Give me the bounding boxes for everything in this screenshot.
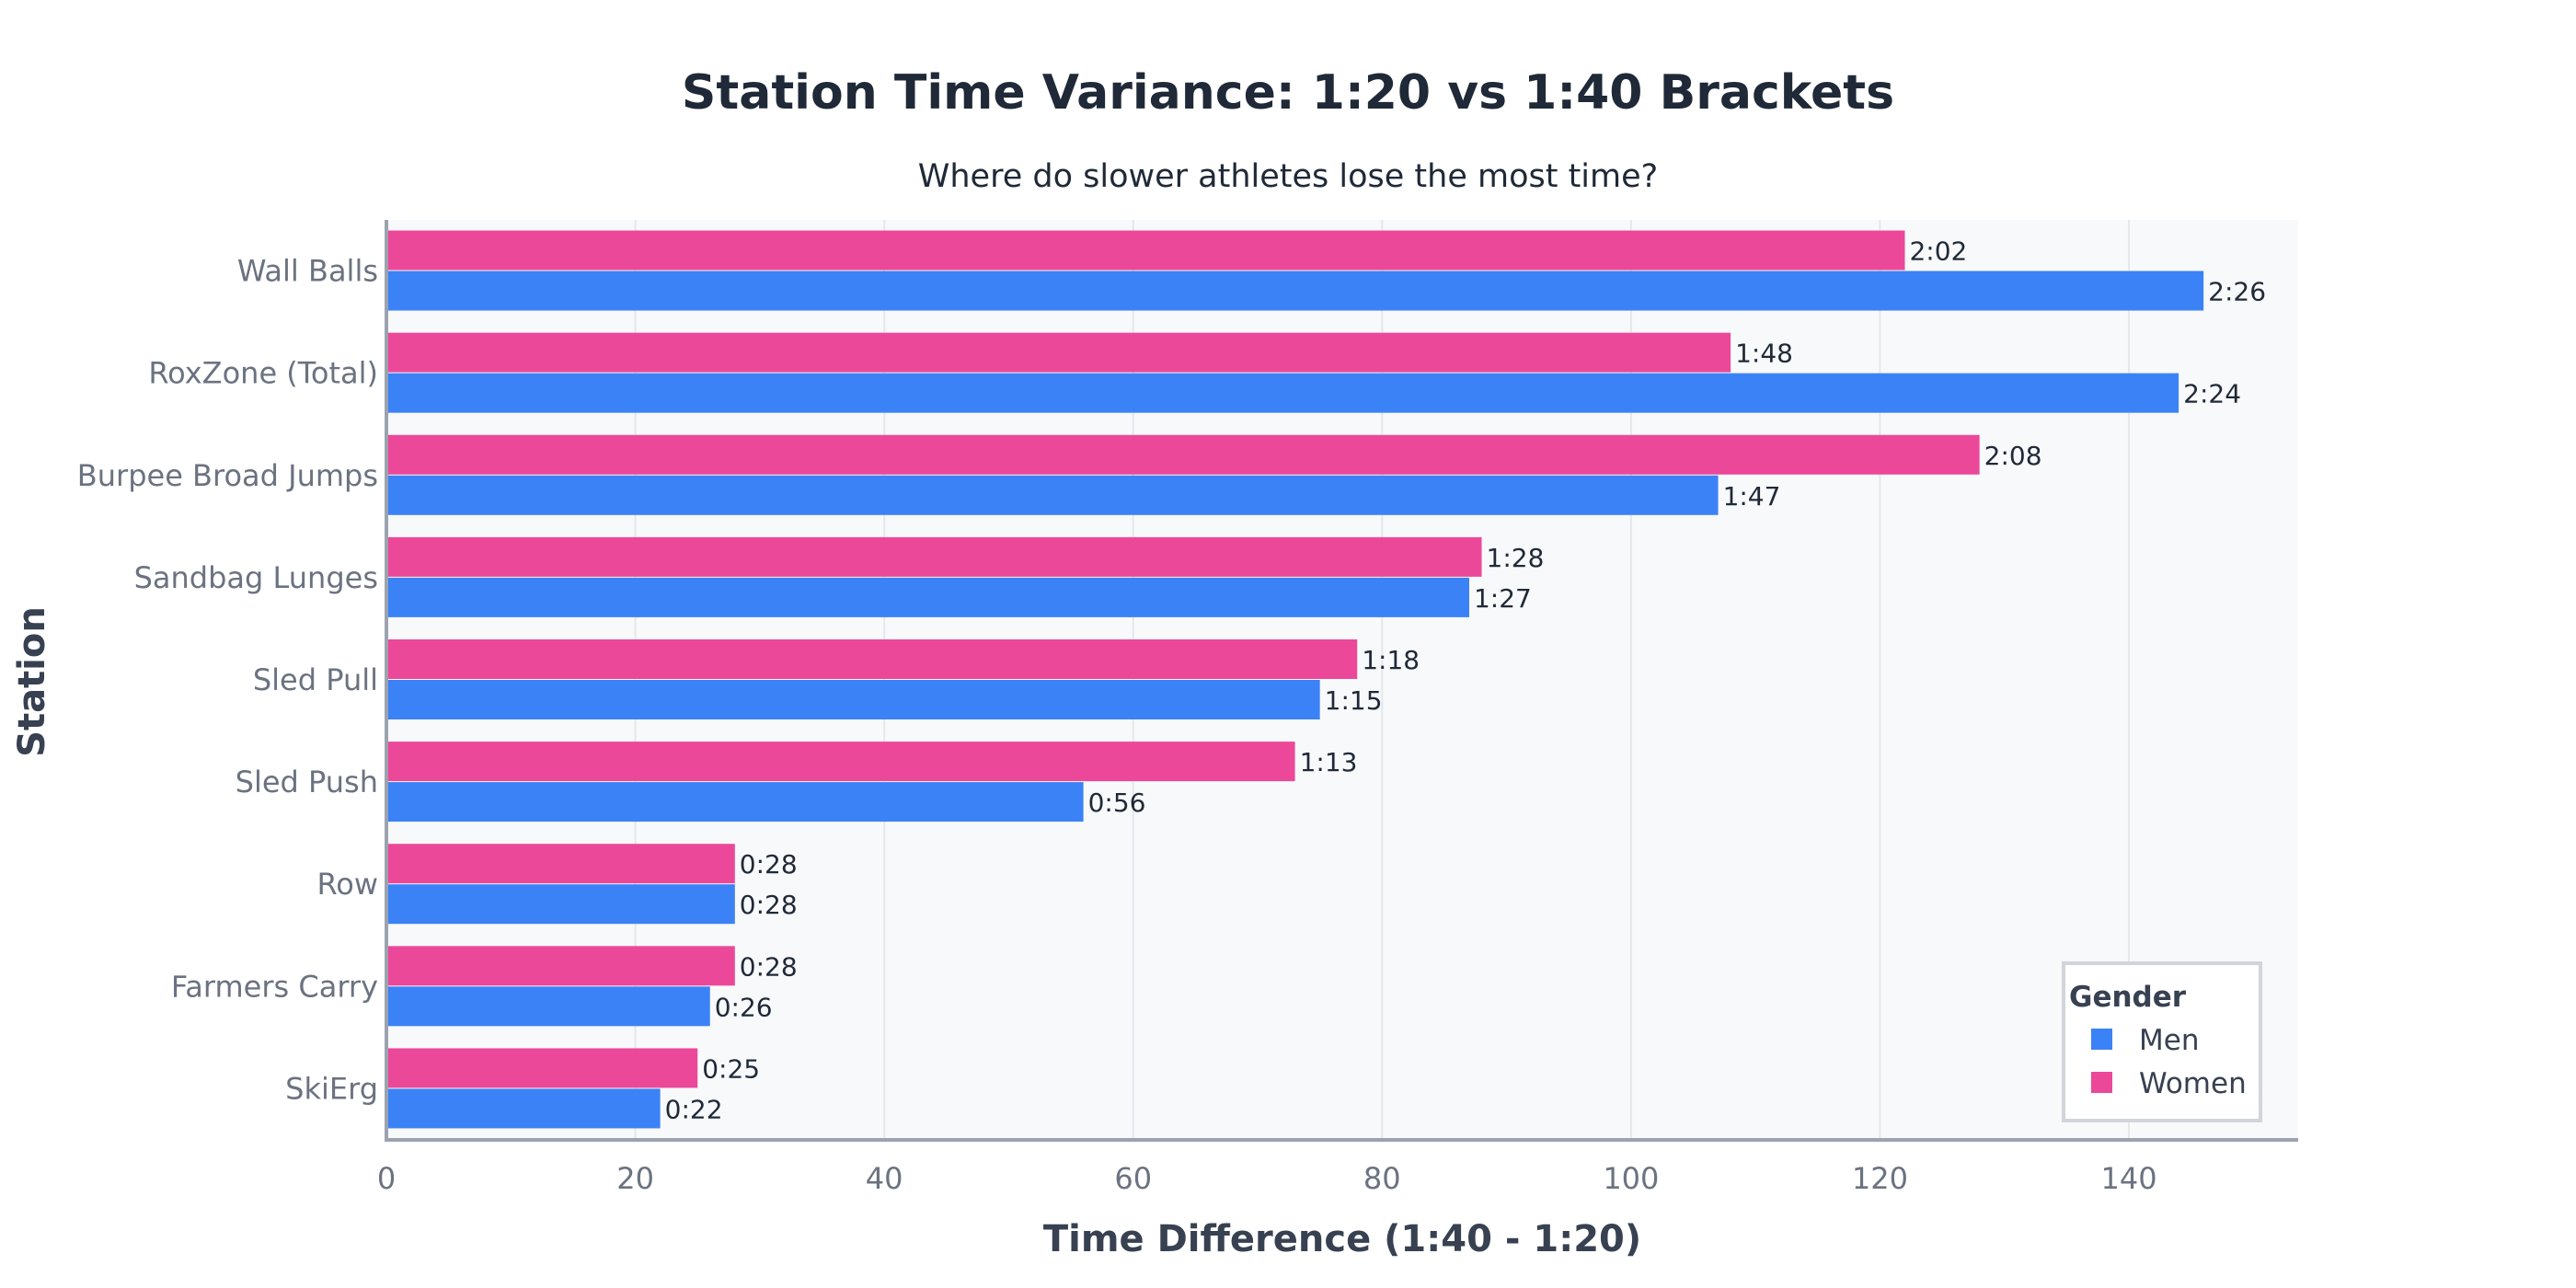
x-tick-label: 100: [1603, 1161, 1659, 1196]
legend-swatch-men[interactable]: [2091, 1029, 2112, 1050]
legend-label-men[interactable]: Men: [2139, 1024, 2199, 1057]
bar-women[interactable]: [386, 742, 1295, 782]
y-tick-labels: Wall Balls RoxZone (Total) Burpee Broad Ju…: [77, 254, 378, 1107]
data-label: 1:13: [1300, 747, 1358, 777]
bar-women[interactable]: [386, 332, 1731, 373]
data-label: 1:47: [1723, 481, 1781, 512]
x-tick-labels: 0 20 40 60 80 100 120 140: [377, 1161, 2157, 1196]
data-label: 1:28: [1487, 543, 1545, 573]
data-label: 0:22: [665, 1094, 723, 1124]
x-tick-label: 80: [1363, 1161, 1401, 1196]
y-tick-label: SkiErg: [285, 1071, 378, 1106]
legend-label-women[interactable]: Women: [2139, 1067, 2247, 1100]
data-label: 1:27: [1474, 583, 1532, 614]
bar-men[interactable]: [386, 986, 710, 1027]
x-tick-label: 40: [866, 1161, 903, 1196]
data-label: 1:48: [1735, 339, 1793, 369]
legend-swatch-women[interactable]: [2091, 1072, 2112, 1093]
bar-men[interactable]: [386, 270, 2204, 311]
chart-title: Station Time Variance: 1:20 vs 1:40 Brac…: [682, 65, 1894, 121]
data-label: 2:02: [1909, 236, 1967, 267]
y-tick-label: Sandbag Lunges: [134, 560, 378, 595]
y-tick-label: Sled Pull: [253, 662, 378, 697]
data-label: 2:24: [2183, 379, 2241, 409]
bar-men[interactable]: [386, 373, 2179, 413]
bar-men[interactable]: [386, 680, 1320, 719]
y-tick-label: Row: [316, 867, 378, 902]
legend: Gender Men Women: [2062, 961, 2262, 1122]
bar-women[interactable]: [386, 639, 1358, 679]
x-tick-label: 140: [2100, 1161, 2156, 1196]
data-label: 0:28: [740, 849, 798, 880]
bars: [386, 230, 2204, 1129]
data-label: 0:28: [740, 890, 798, 920]
data-label: 0:56: [1088, 788, 1146, 818]
bar-women[interactable]: [386, 1048, 698, 1088]
y-tick-label: Burpee Broad Jumps: [77, 458, 378, 493]
y-tick-label: Farmers Carry: [171, 969, 378, 1004]
data-labels: 2:02 2:26 1:48 2:24 2:08 1:47 1:28 1:27 1:18 1:15…: [665, 236, 2266, 1125]
bar-women[interactable]: [386, 536, 1482, 577]
data-label: 1:18: [1362, 645, 1420, 675]
data-label: 0:25: [702, 1053, 760, 1084]
bar-men[interactable]: [386, 782, 1084, 822]
bar-women[interactable]: [386, 946, 735, 986]
y-tick-label: Wall Balls: [237, 254, 378, 289]
data-label: 0:28: [740, 951, 798, 982]
bar-men[interactable]: [386, 884, 735, 925]
legend-title: Gender: [2069, 981, 2187, 1014]
data-label: 1:15: [1325, 685, 1383, 716]
data-label: 0:26: [715, 992, 773, 1022]
bar-men[interactable]: [386, 1088, 661, 1129]
x-tick-label: 20: [616, 1161, 654, 1196]
bar-men[interactable]: [386, 475, 1719, 515]
chart-subtitle: Where do slower athletes lose the most t…: [918, 158, 1658, 195]
data-label: 2:08: [1984, 441, 2042, 471]
data-label: 2:26: [2208, 277, 2266, 307]
bar-women[interactable]: [386, 434, 1980, 475]
y-tick-label: RoxZone (Total): [148, 356, 378, 391]
x-tick-label: 120: [1852, 1161, 1908, 1196]
bar-men[interactable]: [386, 577, 1469, 617]
x-tick-label: 60: [1114, 1161, 1152, 1196]
x-tick-label: 0: [377, 1161, 396, 1196]
x-axis-title: Time Difference (1:40 - 1:20): [1043, 1218, 1641, 1260]
y-tick-label: Sled Push: [236, 765, 378, 799]
bar-women[interactable]: [386, 230, 1905, 270]
y-axis-title: Station: [11, 606, 53, 757]
bar-women[interactable]: [386, 844, 735, 884]
